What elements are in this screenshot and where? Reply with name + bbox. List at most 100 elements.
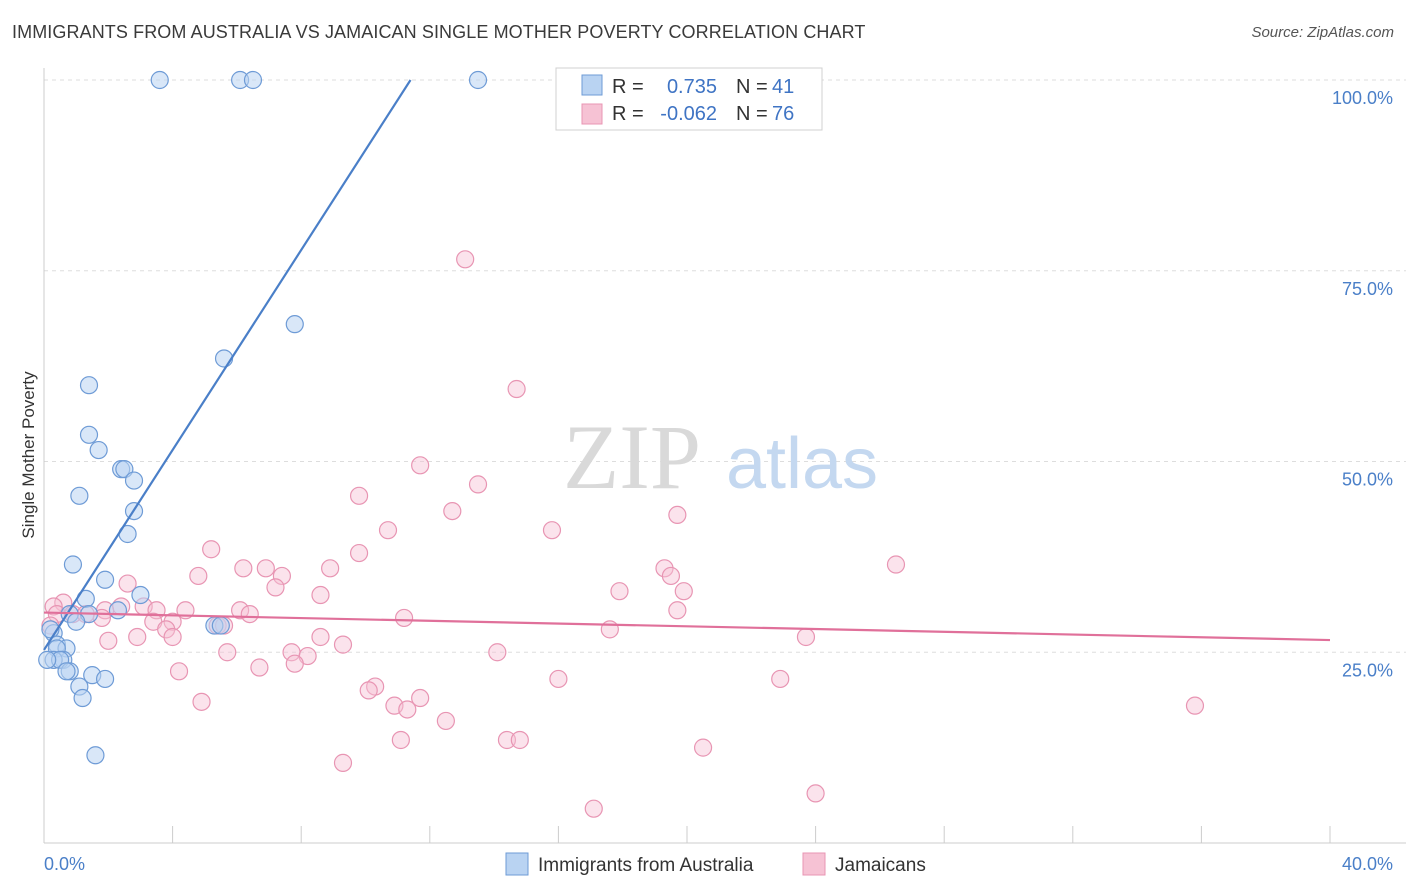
legend-n-label-2: N =	[736, 103, 768, 125]
jamaicans-point-7	[378, 521, 398, 540]
axes	[43, 68, 1406, 844]
australia-point-39	[86, 746, 105, 765]
jamaicans-point-46	[128, 627, 147, 647]
jamaicans-point-1	[507, 379, 526, 399]
x-tick-labels: 0.0% 40.0%	[44, 854, 1393, 874]
legend-r-label-1: R =	[612, 76, 644, 98]
legend-n-label-1: N =	[736, 76, 768, 98]
jamaicans-point-55	[488, 643, 507, 662]
jamaicans-point-68	[436, 711, 455, 731]
jamaicans-point-59	[549, 669, 568, 689]
australia-point-8	[89, 440, 108, 460]
australia-trend-line	[43, 79, 412, 651]
jamaicans-point-47	[163, 627, 182, 647]
jamaicans-point-21	[610, 582, 629, 601]
australia-point-15	[63, 555, 83, 574]
y-tick-label-25: 25.0%	[1342, 660, 1393, 680]
chart-title: IMMIGRANTS FROM AUSTRALIA VS JAMAICAN SI…	[12, 22, 866, 42]
x-tick-label-max: 40.0%	[1342, 854, 1393, 874]
x-tick-label-min: 0.0%	[44, 854, 85, 874]
legend-n-value-1: 41	[772, 76, 794, 98]
jamaicans-point-73	[333, 753, 353, 772]
legend-n-value-2: 76	[772, 103, 794, 125]
jamaicans-point-14	[321, 559, 340, 578]
legend-swatch-australia	[505, 852, 529, 876]
jamaicans-point-72	[693, 738, 713, 757]
legend-swatch-pink	[581, 103, 603, 125]
jamaicans-point-62	[359, 681, 378, 700]
jamaicans-point-19	[118, 574, 137, 593]
australia-point-2	[243, 70, 263, 90]
australia-point-24	[211, 616, 230, 635]
jamaicans-point-18	[272, 566, 292, 586]
australia-point-3	[468, 70, 488, 90]
jamaicans-point-16	[661, 566, 681, 586]
jamaicans-point-37	[394, 608, 414, 628]
jamaicans-point-5	[443, 501, 462, 521]
y-tick-label-100: 100.0%	[1332, 88, 1393, 108]
australia-point-12	[70, 486, 89, 505]
jamaicans-point-12	[234, 559, 253, 578]
source-label: Source: ZipAtlas.com	[1251, 24, 1394, 41]
australia-point-36	[95, 669, 115, 689]
jamaicans-point-20	[266, 578, 285, 597]
y-tick-labels: 25.0% 50.0% 75.0% 100.0%	[1332, 88, 1393, 680]
series-jamaicans-points	[41, 250, 1205, 818]
y-tick-label-50: 50.0%	[1342, 470, 1393, 490]
jamaicans-point-49	[796, 627, 816, 647]
australia-point-4	[285, 315, 304, 334]
jamaicans-point-3	[468, 475, 488, 494]
australia-point-5	[214, 349, 234, 368]
jamaicans-point-4	[349, 486, 369, 505]
legend-label-australia: Immigrants from Australia	[538, 855, 754, 876]
jamaicans-point-38	[668, 601, 687, 620]
legend-label-jamaicans: Jamaicans	[835, 855, 926, 876]
australia-point-38	[73, 688, 92, 708]
australia-point-16	[95, 570, 115, 589]
australia-point-17	[131, 585, 150, 605]
y-tick-label-75: 75.0%	[1342, 279, 1393, 299]
jamaicans-point-48	[311, 627, 330, 647]
jamaicans-point-52	[218, 643, 237, 662]
watermark: ZIP atlas	[563, 406, 878, 508]
jamaicans-point-22	[674, 582, 693, 601]
australia-point-40	[38, 650, 57, 669]
trend-lines	[43, 79, 1331, 651]
australia-point-22	[67, 612, 86, 631]
legend-swatch-jamaicans	[802, 852, 826, 876]
australia-point-35	[57, 662, 76, 681]
jamaicans-point-0	[456, 250, 475, 269]
correlation-legend: R = 0.735 N = 41 R = -0.062 N = 76	[555, 67, 823, 131]
legend-r-value-2: -0.062	[660, 103, 717, 125]
jamaicans-point-67	[1185, 696, 1205, 715]
jamaicans-point-58	[169, 662, 189, 681]
legend-r-value-1: 0.735	[667, 76, 717, 98]
jamaicans-point-70	[497, 730, 517, 750]
jamaicans-point-11	[886, 555, 906, 574]
jamaicans-point-74	[806, 784, 825, 803]
jamaicans-point-56	[285, 654, 304, 673]
watermark-atlas: atlas	[726, 424, 878, 504]
jamaicans-point-65	[398, 700, 417, 719]
jamaicans-point-30	[231, 601, 250, 620]
jamaicans-point-66	[192, 692, 211, 711]
jamaicans-point-36	[240, 604, 259, 624]
jamaicans-point-69	[391, 730, 410, 750]
series-legend: Immigrants from Australia Jamaicans	[505, 852, 926, 876]
australia-point-11	[124, 471, 144, 490]
australia-point-6	[79, 376, 99, 395]
jamaicans-point-63	[411, 688, 430, 708]
jamaicans-point-44	[600, 620, 619, 639]
y-axis-label: Single Mother Poverty	[19, 371, 38, 539]
jamaicans-trend-line	[43, 611, 1331, 642]
jamaicans-point-51	[333, 635, 353, 654]
jamaicans-point-50	[99, 631, 118, 650]
jamaicans-point-43	[157, 620, 176, 639]
jamaicans-point-2	[411, 456, 430, 475]
legend-swatch-blue	[581, 74, 603, 96]
jamaicans-point-57	[250, 658, 269, 677]
watermark-zip: ZIP	[563, 406, 701, 508]
australia-point-7	[79, 425, 99, 444]
jamaicans-point-10	[349, 543, 369, 563]
